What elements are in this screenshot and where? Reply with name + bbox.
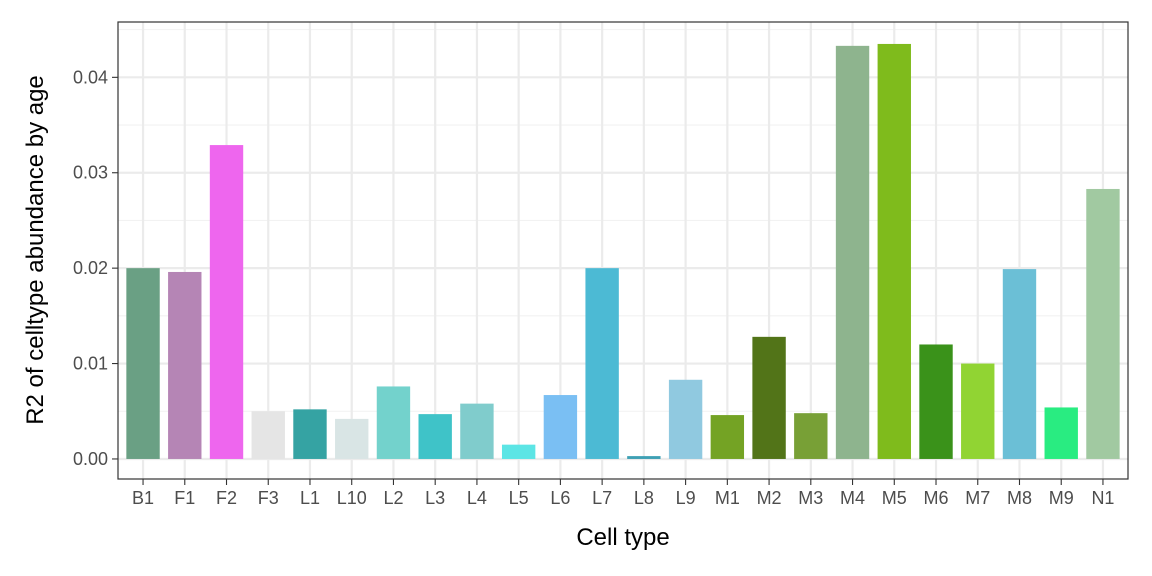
x-tick-label-M5: M5 [882, 488, 907, 508]
x-tick-label-L10: L10 [337, 488, 367, 508]
bar-L9 [668, 379, 703, 459]
x-tick-label-M2: M2 [757, 488, 782, 508]
x-tick-label-L1: L1 [300, 488, 320, 508]
x-tick-label-L7: L7 [592, 488, 612, 508]
bar-M1 [710, 415, 745, 459]
x-tick-label-F1: F1 [174, 488, 195, 508]
x-tick-label-M7: M7 [965, 488, 990, 508]
x-tick-label-M4: M4 [840, 488, 865, 508]
x-tick-label-L4: L4 [467, 488, 487, 508]
bar-M4 [835, 45, 870, 459]
x-tick-label-M6: M6 [924, 488, 949, 508]
bar-N1 [1086, 188, 1120, 459]
panel-border [117, 21, 1129, 480]
bar-M5 [877, 43, 911, 459]
bar-M3 [794, 413, 828, 459]
x-tick-label-L5: L5 [509, 488, 529, 508]
bar-M7 [961, 363, 995, 459]
x-tick-label-F2: F2 [216, 488, 237, 508]
bar-L6 [543, 395, 578, 459]
bar-B1 [126, 268, 160, 459]
bar-L2 [376, 386, 411, 459]
x-tick-label-M1: M1 [715, 488, 740, 508]
y-tick-label: 0.00 [73, 449, 108, 469]
bar-L1 [293, 409, 327, 459]
bar-F1 [168, 271, 202, 459]
x-tick-label-L3: L3 [425, 488, 445, 508]
y-tick-label: 0.03 [73, 163, 108, 183]
bar-M8 [1002, 269, 1037, 459]
x-tick-label-M9: M9 [1049, 488, 1074, 508]
y-tick-label: 0.01 [73, 354, 108, 374]
x-axis-title: Cell type [576, 524, 669, 551]
bar-L5 [501, 444, 536, 459]
bar-M9 [1044, 407, 1078, 459]
bar-F2 [209, 145, 244, 459]
y-tick-label: 0.04 [73, 67, 108, 87]
bar-L7 [585, 268, 619, 459]
bar-F3 [251, 411, 285, 459]
x-tick-label-M3: M3 [798, 488, 823, 508]
y-axis-title: R2 of celltype abundance by age [22, 75, 49, 425]
y-axis: 0.00 0.01 0.02 0.03 0.04 [73, 67, 118, 469]
bar-M6 [919, 344, 953, 459]
x-tick-label-M8: M8 [1007, 488, 1032, 508]
bars [126, 43, 1120, 459]
x-tick-label-B1: B1 [132, 488, 154, 508]
x-tick-label-N1: N1 [1091, 488, 1114, 508]
x-tick-label-L2: L2 [383, 488, 403, 508]
y-tick-label: 0.02 [73, 258, 108, 278]
x-tick-label-F3: F3 [258, 488, 279, 508]
bar-L8 [627, 456, 661, 459]
bar-M2 [752, 336, 786, 459]
x-tick-label-L8: L8 [634, 488, 654, 508]
bar-L3 [418, 414, 452, 459]
x-tick-label-L6: L6 [550, 488, 570, 508]
x-tick-label-L9: L9 [676, 488, 696, 508]
bar-L10 [335, 418, 369, 459]
bar-L4 [460, 403, 494, 459]
x-axis: B1 F1 F2 F3 L1 L10 L2 L3 L4 L5 L6 L7 L8 L9 M1 M2 M3 M4 M5 M… [132, 479, 1114, 508]
